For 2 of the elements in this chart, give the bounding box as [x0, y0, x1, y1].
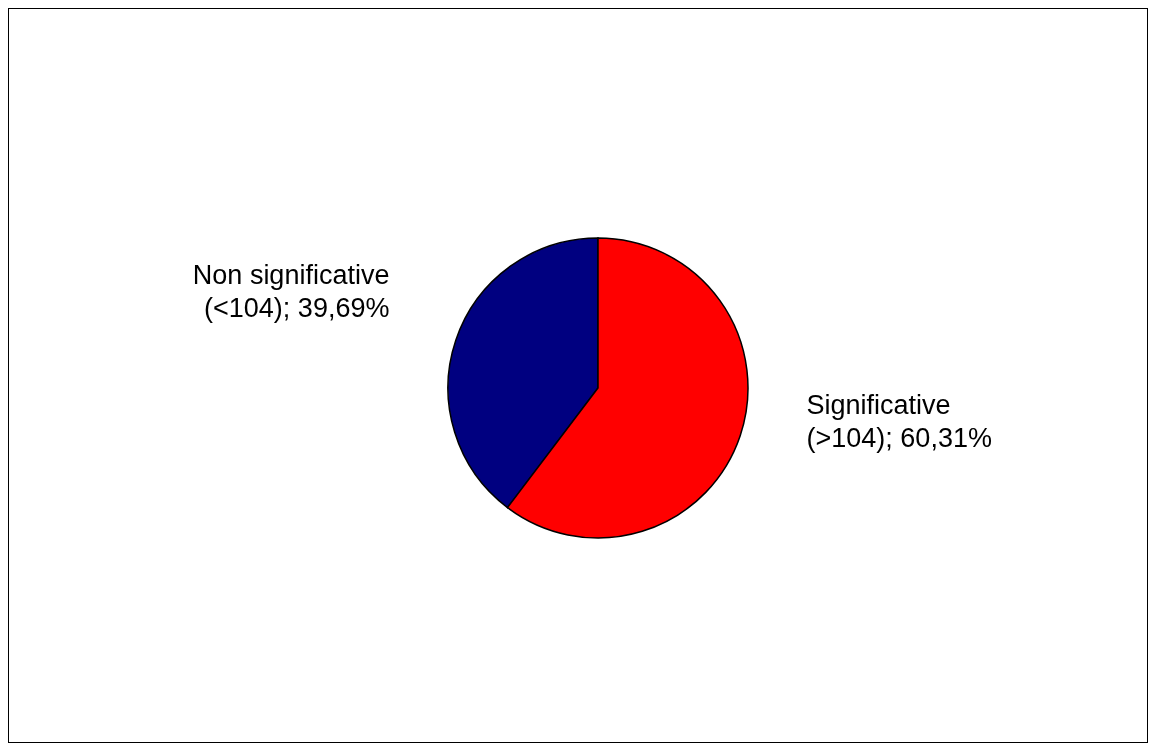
slice-label: Significative (>104); 60,31% [806, 389, 993, 456]
slice-label: Non significative (<104); 39,69% [191, 258, 390, 325]
